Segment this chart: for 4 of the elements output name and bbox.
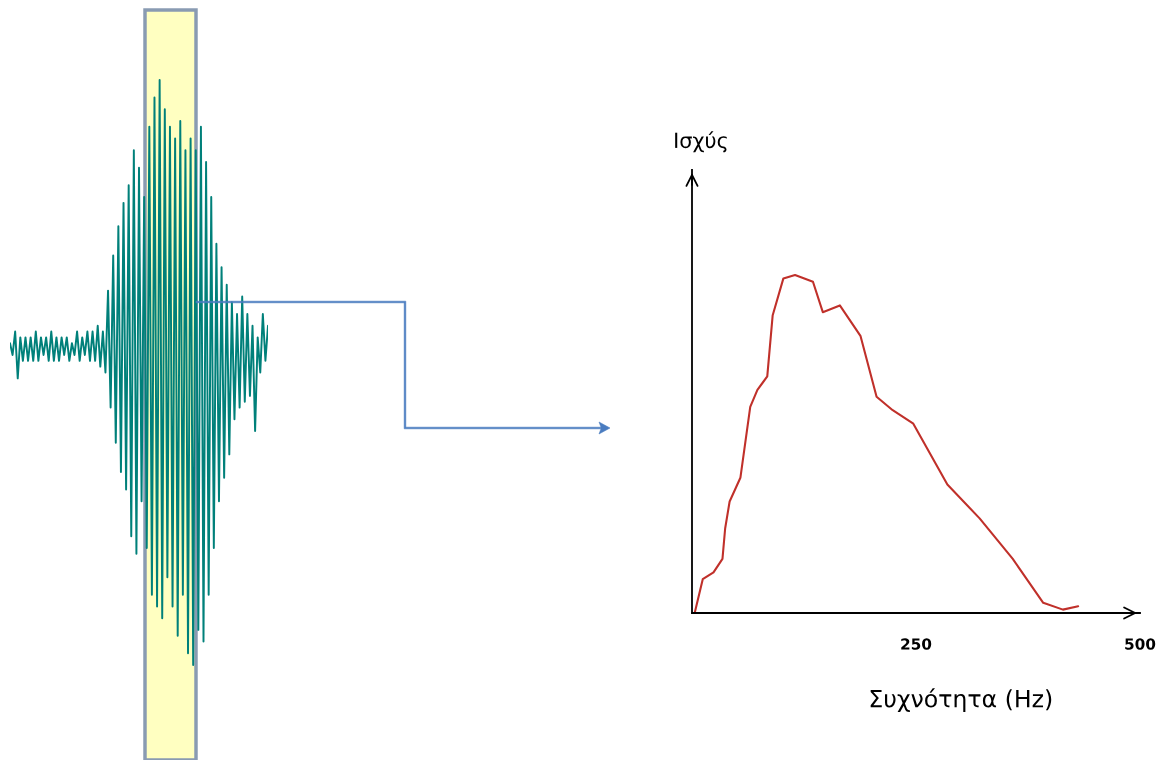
x-tick-label: 500	[1125, 638, 1156, 650]
x-axis-title: Συχνότητα (Hz)	[870, 688, 1052, 713]
x-tick-label: 250	[901, 638, 932, 650]
y-axis-title: Ισχύς	[675, 131, 727, 153]
